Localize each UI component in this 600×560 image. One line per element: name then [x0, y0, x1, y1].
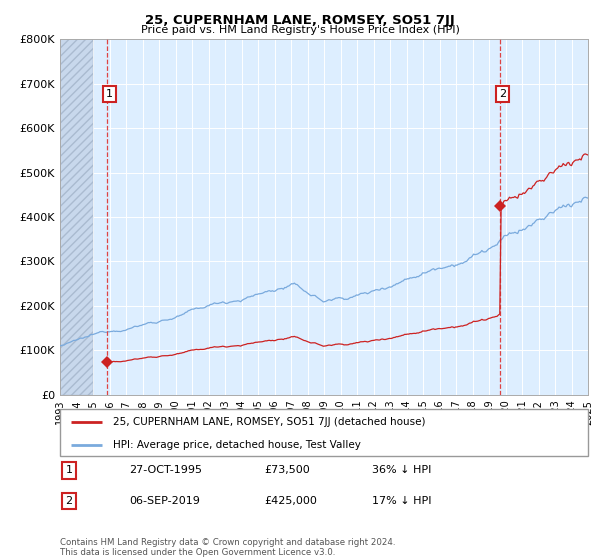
Text: 2: 2 [499, 89, 506, 99]
Text: HPI: Average price, detached house, Test Valley: HPI: Average price, detached house, Test… [113, 440, 361, 450]
Text: 2: 2 [65, 496, 73, 506]
Text: £425,000: £425,000 [264, 496, 317, 506]
Text: 17% ↓ HPI: 17% ↓ HPI [372, 496, 431, 506]
Text: Contains HM Land Registry data © Crown copyright and database right 2024.
This d: Contains HM Land Registry data © Crown c… [60, 538, 395, 557]
Bar [60, 39, 93, 395]
Text: £73,500: £73,500 [264, 465, 310, 475]
Text: 27-OCT-1995: 27-OCT-1995 [129, 465, 202, 475]
Text: 25, CUPERNHAM LANE, ROMSEY, SO51 7JJ: 25, CUPERNHAM LANE, ROMSEY, SO51 7JJ [145, 14, 455, 27]
Text: 25, CUPERNHAM LANE, ROMSEY, SO51 7JJ (detached house): 25, CUPERNHAM LANE, ROMSEY, SO51 7JJ (de… [113, 417, 425, 427]
Text: 1: 1 [106, 89, 113, 99]
Text: 36% ↓ HPI: 36% ↓ HPI [372, 465, 431, 475]
Text: 06-SEP-2019: 06-SEP-2019 [129, 496, 200, 506]
Text: 1: 1 [65, 465, 73, 475]
Text: Price paid vs. HM Land Registry's House Price Index (HPI): Price paid vs. HM Land Registry's House … [140, 25, 460, 35]
